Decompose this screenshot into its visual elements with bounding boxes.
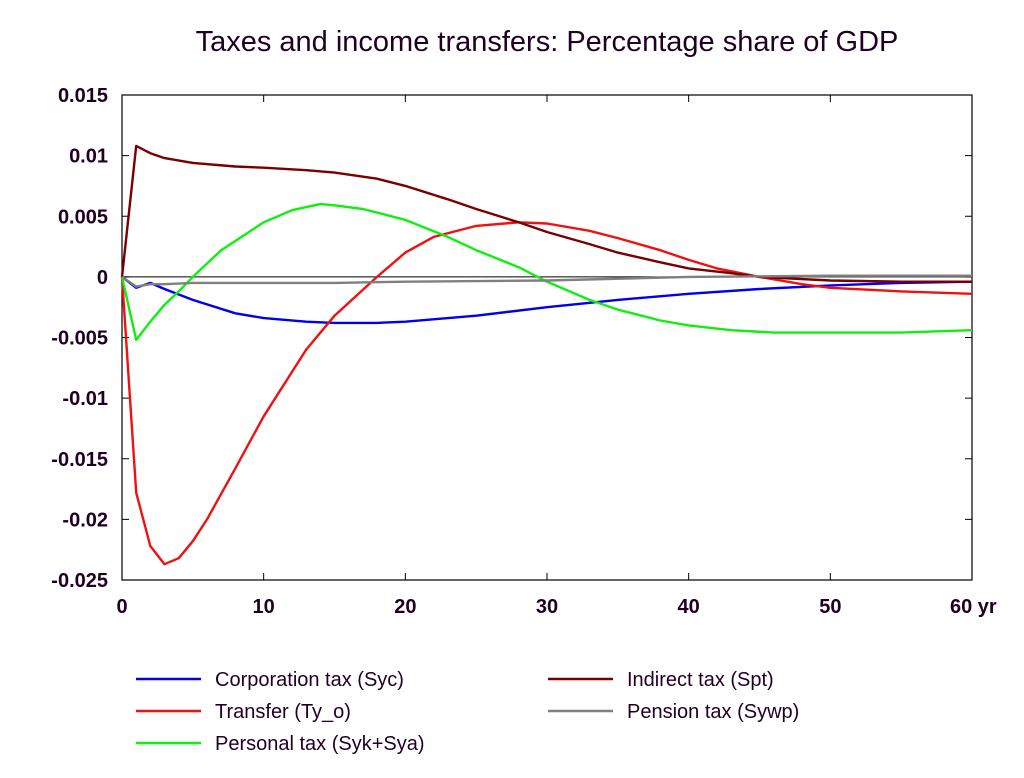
x-tick-label: 20 [394,596,416,618]
x-tick-label: 30 [536,596,558,618]
legend-label: Corporation tax (Syc) [215,669,404,691]
legend-label: Personal tax (Syk+Sya) [215,733,425,755]
legend-label: Indirect tax (Spt) [627,669,774,691]
x-tick-label: 0 [116,596,127,618]
y-tick-label: 0 [97,267,108,289]
x-tick-label: 50 [819,596,841,618]
x-tick-label: 10 [253,596,275,618]
y-axis-ticks: 0.015 0.01 0.005 0 -0.005 -0.01 -0.015 -0.02 -0.… [51,85,972,592]
series-lines [122,146,972,564]
legend-label: Pension tax (Sywp) [627,701,799,723]
y-tick-label: -0.005 [51,328,108,350]
x-tick-label: 60 yr [950,596,997,618]
series-line-2 [122,222,972,564]
x-axis-ticks: 0 10 20 30 40 50 60 yr [116,95,996,618]
x-tick-label: 40 [678,596,700,618]
y-tick-label: -0.015 [51,449,108,471]
legend: Corporation tax (Syc) Transfer (Ty_o) Pers… [136,669,799,755]
y-tick-label: 0.015 [58,85,108,107]
y-tick-label: 0.005 [58,206,108,228]
legend-label: Transfer (Ty_o) [215,701,351,723]
chart-title: Taxes and income transfers: Percentage s… [196,26,899,58]
y-tick-label: 0.01 [69,146,108,168]
y-tick-label: -0.025 [51,570,108,592]
y-tick-label: -0.02 [62,509,108,531]
y-tick-label: -0.01 [62,388,108,410]
line-chart: Taxes and income transfers: Percentage s… [0,0,1024,778]
series-line-4 [122,146,972,282]
